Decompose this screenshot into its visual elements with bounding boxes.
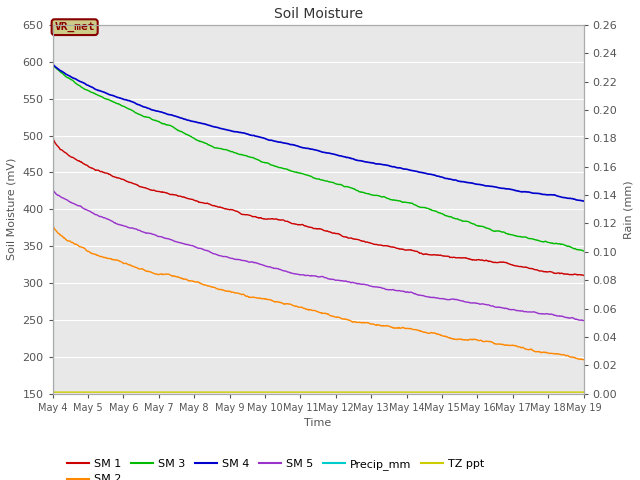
Y-axis label: Rain (mm): Rain (mm) bbox=[623, 180, 633, 239]
Legend: SM 1, SM 2, SM 3, SM 4, SM 5, Precip_mm, TZ ppt: SM 1, SM 2, SM 3, SM 4, SM 5, Precip_mm,… bbox=[62, 455, 489, 480]
Text: VR_met: VR_met bbox=[54, 22, 95, 32]
Title: Soil Moisture: Soil Moisture bbox=[273, 7, 363, 21]
Y-axis label: Soil Moisture (mV): Soil Moisture (mV) bbox=[7, 158, 17, 261]
X-axis label: Time: Time bbox=[305, 418, 332, 428]
